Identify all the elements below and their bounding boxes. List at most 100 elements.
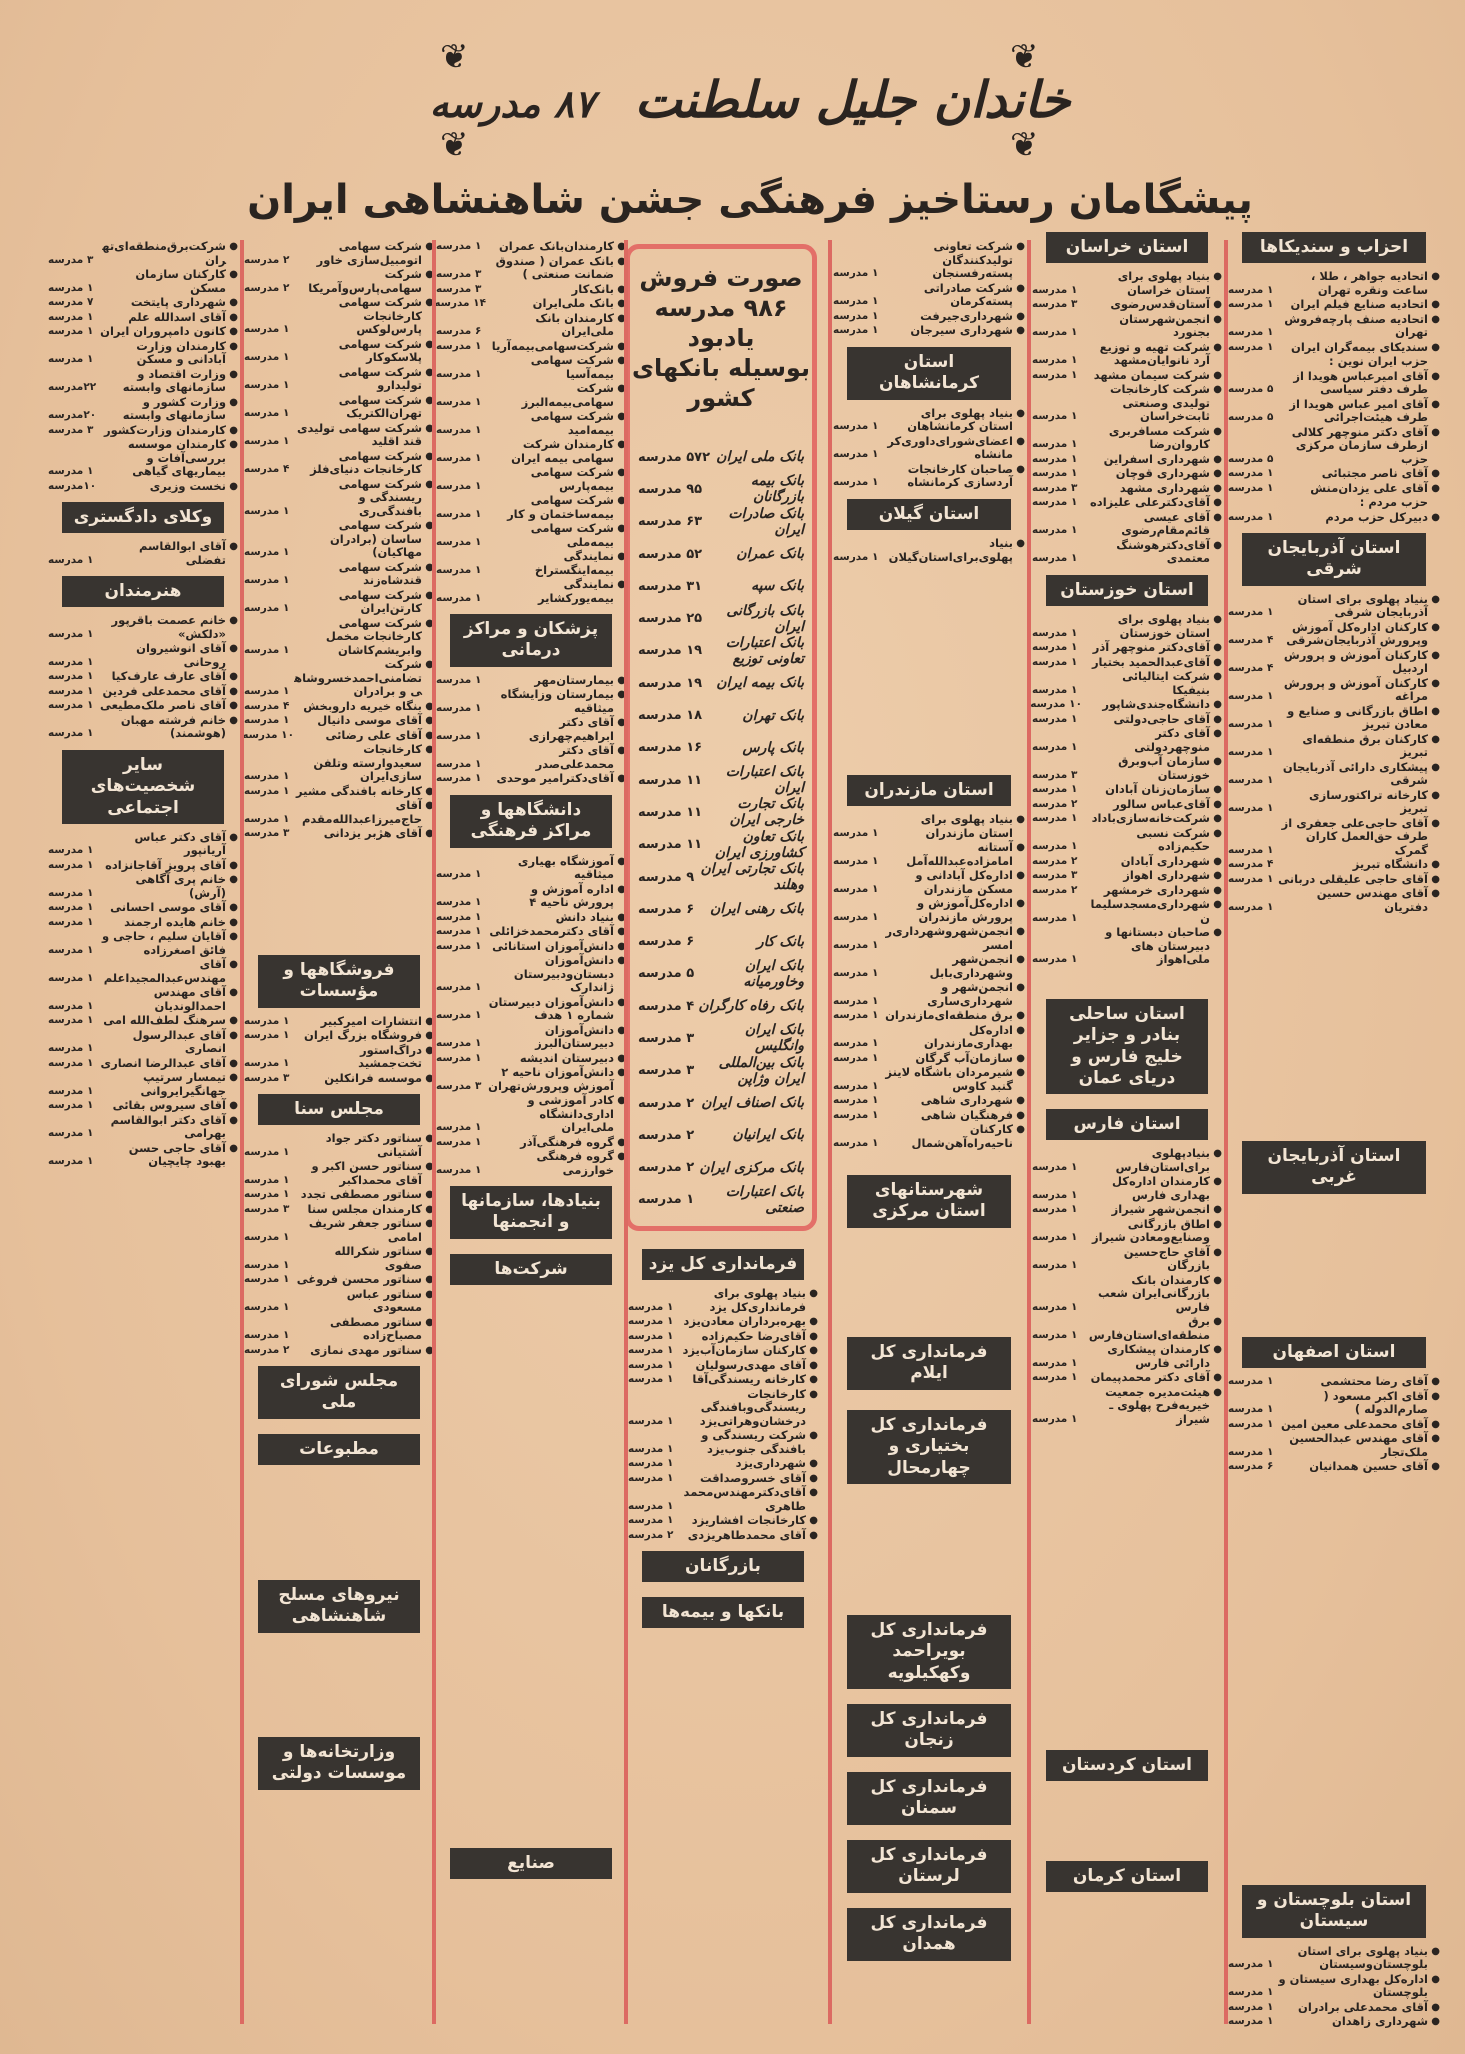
bullet-icon: ● <box>1431 398 1440 410</box>
item-count: ۱ مدرسه <box>436 910 482 923</box>
list-item: ● شهرداری زاهدان ۱ مدرسه <box>1228 2014 1440 2029</box>
item-text: کارمندان بانک بازرگانی‌ایران شعب فارس <box>1098 1272 1210 1314</box>
bullet-icon: ● <box>1431 677 1440 689</box>
bank-count: ۱ مدرسه <box>638 1192 695 1208</box>
item-text: اداره‌کل بهداری سیستان و بلوچستان <box>1278 1971 1429 1999</box>
section: شهرستانهای استان مرکزی <box>833 1175 1025 1235</box>
list-item: ● خانم هایده ارجمند ۱ مدرسه <box>48 915 238 930</box>
column-rule <box>624 240 628 2024</box>
item-count: ۱ مدرسه <box>436 1135 482 1148</box>
item-count: ۱ مدرسه <box>1032 1412 1078 1425</box>
item-text: شرکت‌برق‌منطقه‌ای‌تهران <box>102 239 226 267</box>
item-text: شرکت کارخانجات تولیدی وصنعتی ثابت‌خراسان <box>1109 382 1210 424</box>
section: استان فارس ● بنیادپهلوی برای‌استان‌فارس ۱ م… <box>1032 1109 1222 1427</box>
item-text: شرکت سهامی کارخانجات مخمل وابریشم‌کاشان <box>325 615 422 657</box>
list-item: ● شهرداری پایتخت ۷ مدرسه <box>48 295 238 310</box>
bullet-icon: ● <box>1431 621 1440 633</box>
list-item: ● آقای محمدطاهریزدی ۲ مدرسه <box>628 1528 818 1543</box>
bank-count: ۲۵ مدرسه <box>638 611 703 627</box>
bank-box-title-line: صورت فروش <box>639 264 803 292</box>
list-item: ● آقای‌عبدالحمید بختیار ۱ مدرسه <box>1032 655 1222 670</box>
item-text: کارخانه بافندگی مشیر <box>295 783 422 798</box>
list-item: ● سناتور جعفر شریف امامی ۱ مدرسه <box>244 1217 434 1244</box>
bullet-icon: ● <box>425 800 434 811</box>
section: هنرمندان ● خانم عصمت باقرپور «دلکش» ۱ مدرسه… <box>48 576 238 742</box>
item-count: ۱ مدرسه <box>1228 774 1274 786</box>
item-count: ۱ مدرسه <box>1032 1328 1078 1341</box>
list-item: ● بهره‌برداران معادن‌یزد ۱ مدرسه <box>628 1315 818 1329</box>
list-item: ● آقای دکتر ابراهیم‌چهرازی ۱ مدرسه <box>436 715 626 743</box>
item-text: خانم عصمت باقرپور «دلکش» <box>111 613 227 641</box>
bullet-icon: ● <box>1016 538 1025 550</box>
bullet-icon: ● <box>1016 898 1025 910</box>
bullet-icon: ● <box>617 1067 626 1078</box>
item-count: ۱ مدرسه <box>1032 1259 1078 1272</box>
item-text: آقای حاج‌میرزاعبدالله‌مقدم <box>301 798 422 826</box>
list-item: ● گروه فرهنگی‌آذر ۱ مدرسه <box>436 1135 626 1150</box>
item-text: وزارت اقتصاد و سازمانهای وابسته <box>122 366 226 394</box>
bullet-icon: ● <box>425 366 434 378</box>
section-header: فروشگاهها و مؤسسات <box>258 955 420 1008</box>
item-count: ۱ مدرسه <box>1032 524 1078 537</box>
bullet-icon: ● <box>425 269 434 280</box>
item-text: سناتور محسن فروغی <box>296 1272 422 1287</box>
bullet-icon: ● <box>617 1151 626 1162</box>
item-text: آقای حاجی علیقلی دربانی <box>1278 871 1428 886</box>
list-item: ● آقای دکتر محمدعلی‌صدر ۱ مدرسه <box>436 743 626 771</box>
item-text: بنیاد پهلوی برای استان خوزستان <box>1117 612 1210 640</box>
item-count: ۱ مدرسه <box>628 1514 674 1527</box>
bullet-icon: ● <box>1016 1024 1025 1036</box>
list-item: ● شرکت سهامی ساسان (برادران مهاکیان) ۱ مدر… <box>244 518 434 560</box>
item-count: ۱ مدرسه <box>48 465 94 477</box>
item-count: ۱ مدرسه <box>244 714 290 726</box>
bullet-icon: ● <box>1431 817 1440 829</box>
item-count: ۳ مدرسه <box>244 1202 290 1215</box>
item-count: ۱ مدرسه <box>1228 718 1274 730</box>
list-item: ● سازمان‌آب گرگان ۱ مدرسه <box>833 1051 1025 1066</box>
item-count: ۱ مدرسه <box>1032 783 1078 796</box>
item-text: آموزشگاه بهیاری میثاقیه <box>517 853 614 881</box>
item-text: آقای رضا محتشمی <box>1320 1374 1428 1389</box>
bullet-icon: ● <box>425 1044 434 1056</box>
item-count: ۱ مدرسه <box>1032 1188 1078 1201</box>
item-count: ۱ مدرسه <box>1228 326 1274 339</box>
item-text: بنیاد پهلوی برای استان کرمانشاهان <box>907 405 1013 433</box>
list-item: ● آقای ناصر مجتبائی ۱ مدرسه <box>1228 467 1440 481</box>
bullet-icon: ● <box>1016 982 1025 994</box>
list-item: ● کارمندان پیشکاری دارائی فارس ۱ مدرسه <box>1032 1343 1222 1370</box>
list-item: ● آقای مهندس احمدالوندیان ۱ مدرسه <box>48 986 238 1013</box>
bank-name: بانک اصناف ایران <box>701 1095 804 1112</box>
item-text: آقای مهدی‌رسولیان <box>695 1357 806 1372</box>
item-text: آقای دکترمحمدخزائلی <box>489 924 614 938</box>
section-header: هنرمندان <box>62 576 224 608</box>
item-text: آقای خسروصداقت <box>699 1470 806 1485</box>
bullet-icon: ● <box>617 996 626 1008</box>
bullet-icon: ● <box>1431 313 1440 325</box>
item-count: ۵ مدرسه <box>1228 411 1274 424</box>
item-count: ۱ مدرسه <box>436 925 482 937</box>
item-count: ۱ مدرسه <box>244 1301 290 1314</box>
item-count: ۲ مدرسه <box>1032 854 1078 867</box>
item-text: انجمن‌شهروشهرداری‌رامسر <box>885 924 1014 952</box>
bullet-icon: ● <box>229 685 238 697</box>
section-header: استان کرمان <box>1046 1861 1208 1893</box>
bullet-icon: ● <box>809 1345 818 1357</box>
bullet-icon: ● <box>1431 299 1440 311</box>
bullet-icon: ● <box>1431 1418 1440 1430</box>
bullet-icon: ● <box>1431 1390 1440 1402</box>
item-count: ۱ مدرسه <box>244 1029 290 1041</box>
list-item: ● آقای‌دکترامیر موحدی ۱ مدرسه <box>436 771 626 786</box>
list-item: ● شرکت سهامی تولیدارو ۱ مدرسه <box>244 365 434 393</box>
item-text: کارمندان شرکت سهامی بیمه ایران <box>511 437 614 465</box>
item-text: آقای اکبر مسعود ( صارم‌الدوله ) <box>1323 1388 1429 1417</box>
section: ● شرکت سهامی اتومبیل‌سازی خاور ۲ مدرسه ● شرک… <box>242 239 434 842</box>
item-count: ۱ مدرسه <box>436 757 482 770</box>
bullet-icon: ● <box>1213 827 1222 839</box>
item-count: ۱ مدرسه <box>1228 2000 1274 2013</box>
list-item: ● شهرداری مشهد ۳ مدرسه <box>1032 481 1222 496</box>
list-item: ● اداره‌کل بهداری‌مازندران ۱ مدرسه <box>833 1023 1025 1051</box>
item-count: ۱ مدرسه <box>436 1121 482 1133</box>
item-text: آقای ابوالقاسم تفضلی <box>139 539 226 567</box>
item-text: شرکت سهامی کارخانجات دنیای‌فلز <box>310 448 422 476</box>
column-rule <box>1027 240 1031 2024</box>
